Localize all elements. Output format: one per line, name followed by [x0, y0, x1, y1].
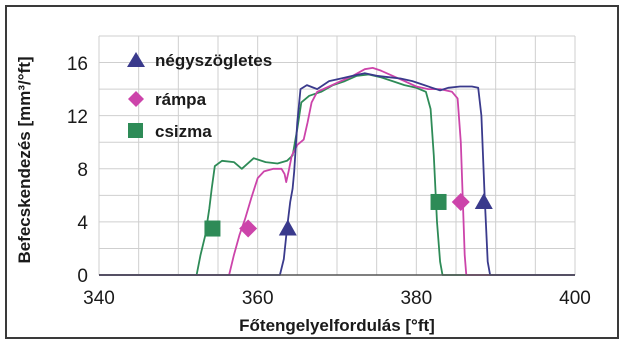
series-layer — [99, 67, 575, 276]
y-tick-label: 4 — [77, 213, 88, 234]
x-tick-label: 400 — [559, 288, 591, 309]
legend: négyszögletes rámpa csizma — [127, 51, 272, 141]
legend-item-rampa: rámpa — [128, 90, 207, 109]
diamond-icon — [128, 91, 144, 107]
y-axis-title: Befecskendezés [mm³/°ft] — [15, 56, 34, 263]
y-tick-label: 0 — [77, 266, 88, 287]
y-tick-labels: 0 4 8 12 16 — [67, 54, 89, 287]
triangle-marker — [278, 219, 297, 236]
y-tick-label: 8 — [77, 160, 88, 181]
square-icon — [128, 123, 143, 138]
x-tick-label: 340 — [83, 288, 115, 309]
triangle-icon — [127, 52, 145, 67]
legend-label: négyszögletes — [155, 51, 272, 70]
series-line-diamond — [99, 67, 575, 276]
diamond-marker — [451, 192, 470, 211]
square-marker — [204, 220, 221, 237]
legend-item-csizma: csizma — [128, 122, 212, 141]
triangle-marker — [474, 192, 493, 209]
series-line-triangle — [99, 72, 575, 276]
x-tick-labels: 340 360 380 400 — [83, 288, 591, 309]
series-line-square — [99, 73, 575, 276]
marker-layer — [204, 192, 493, 238]
x-tick-label: 360 — [242, 288, 274, 309]
legend-item-negyszogletes: négyszögletes — [127, 51, 272, 70]
x-tick-label: 380 — [400, 288, 432, 309]
legend-label: rámpa — [155, 90, 207, 109]
y-tick-label: 12 — [67, 107, 88, 128]
diamond-marker — [239, 219, 258, 238]
legend-label: csizma — [155, 122, 212, 141]
square-marker — [430, 193, 447, 210]
x-axis-title: Főtengelyelfordulás [°ft] — [239, 316, 435, 335]
y-tick-label: 16 — [67, 54, 88, 75]
